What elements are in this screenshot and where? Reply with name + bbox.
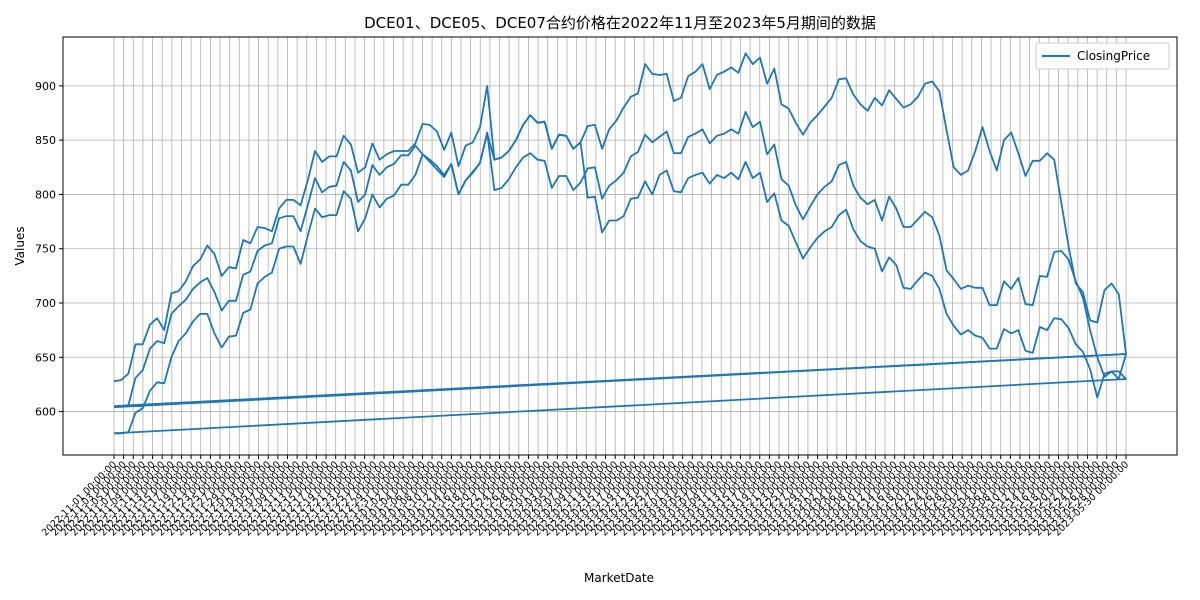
series-line-2 <box>113 111 1127 435</box>
legend-label: ClosingPrice <box>1077 49 1150 63</box>
y-tick-label: 700 <box>35 297 56 310</box>
y-tick-label: 850 <box>35 134 56 147</box>
y-tick-label: 650 <box>35 351 56 364</box>
y-tick-label: 900 <box>35 80 56 93</box>
chart-title: DCE01、DCE05、DCE07合约价格在2022年11月至2023年5月期间… <box>364 14 876 32</box>
y-axis: 600 650 700 750 800 850 900 <box>35 80 63 419</box>
grid <box>63 37 1177 455</box>
series-lines <box>113 52 1127 435</box>
y-tick-label: 800 <box>35 188 56 201</box>
y-axis-label: Values <box>13 226 27 265</box>
plot-area <box>62 36 1178 456</box>
series-line-3 <box>113 114 1127 435</box>
y-tick-label: 750 <box>35 243 56 256</box>
y-tick-label: 600 <box>35 406 56 419</box>
legend-box <box>1035 42 1170 70</box>
x-axis-label: MarketDate <box>584 571 654 585</box>
legend: ClosingPrice <box>1035 42 1170 70</box>
series-line-1 <box>113 52 1127 407</box>
